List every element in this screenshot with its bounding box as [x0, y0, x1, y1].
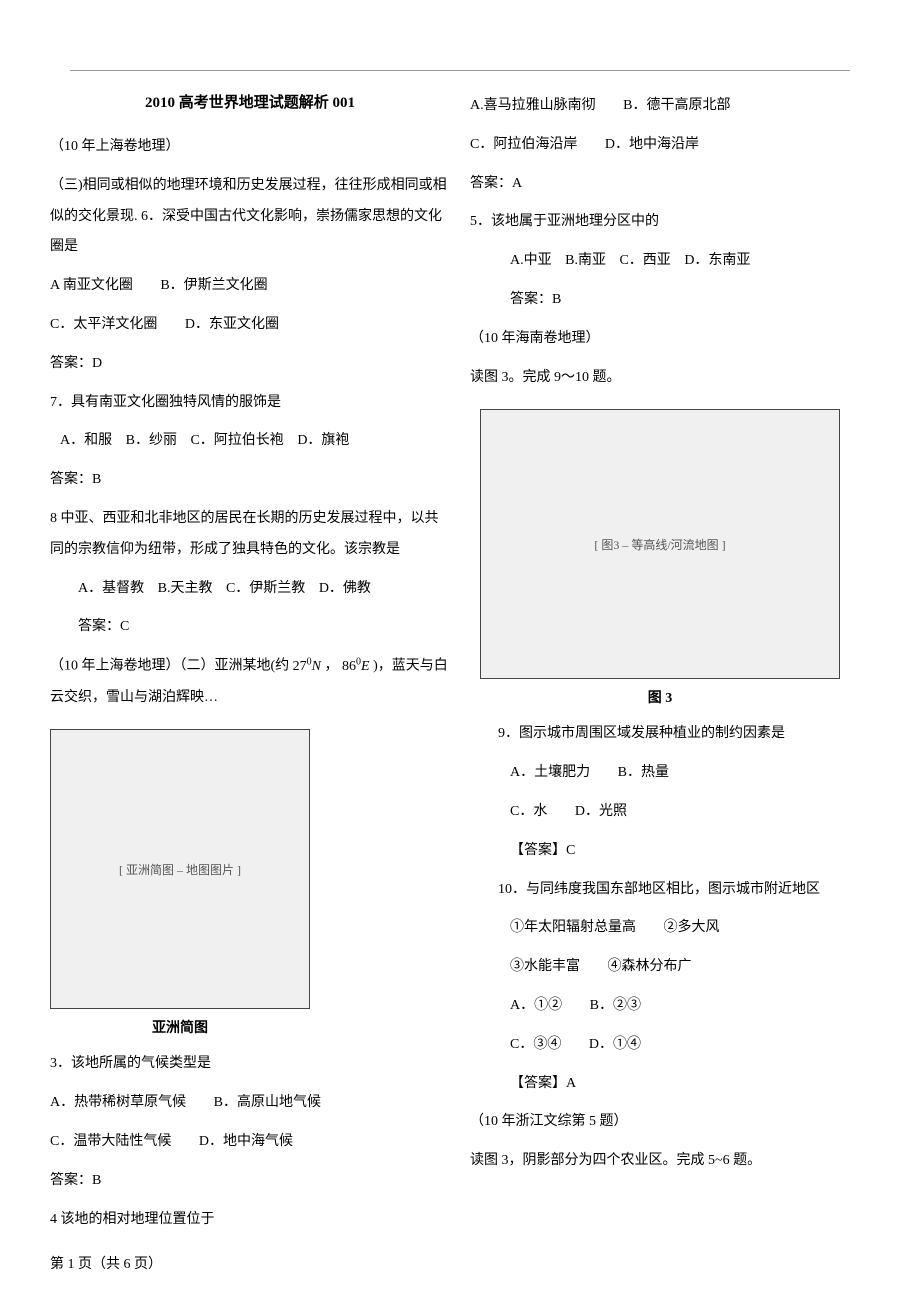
coord2-unit: E [361, 659, 370, 674]
source-1: （10 年上海卷地理） [50, 132, 450, 163]
right-column: A.喜马拉雅山脉南彻 B．德干高原北部 C．阿拉伯海沿岸 D．地中海沿岸 答案：… [470, 91, 870, 1243]
q10-opt-c: C．③④ [510, 1030, 561, 1061]
q4-opt-a: A.喜马拉雅山脉南彻 [470, 91, 596, 122]
q9-answer: 【答案】C [470, 836, 870, 867]
q7-stem: 7．具有南亚文化圈独特风情的服饰是 [50, 388, 450, 419]
q6-answer: 答案：D [50, 349, 450, 380]
source-2: （10 年上海卷地理）（二）亚洲某地(约 270N ， 860E )，蓝天与白云… [50, 651, 450, 713]
q7-opt-b: B．纱丽 [126, 426, 177, 457]
q3-opts-row1: A．热带稀树草原气候 B．高原山地气候 [50, 1088, 450, 1119]
q5-answer: 答案：B [470, 285, 870, 316]
coord2-val: 86 [342, 659, 356, 674]
q6-stem: （三)相同或相似的地理环境和历史发展过程，往往形成相同或相似的交化景现. 6．深… [50, 171, 450, 263]
q7-answer: 答案：B [50, 465, 450, 496]
q10-opt-b: B．②③ [590, 991, 641, 1022]
q10-sub-1: ①年太阳辐射总量高 [510, 913, 636, 944]
q5-opt-c: C．西亚 [619, 246, 670, 277]
q3-stem: 3．该地所属的气候类型是 [50, 1049, 450, 1080]
q9-opt-a: A．土壤肥力 [510, 758, 590, 789]
q3-opt-b: B．高原山地气候 [214, 1088, 321, 1119]
source-4: （10 年浙江文综第 5 题） [470, 1107, 870, 1138]
q6-opts-row1: A 南亚文化圈 B．伊斯兰文化圈 [50, 271, 450, 302]
coord-2: 860E [342, 659, 370, 674]
q10-opts-row2: C．③④ D．①④ [470, 1030, 870, 1061]
q7-opt-d: D．旗袍 [297, 426, 349, 457]
q4-opt-b: B．德干高原北部 [623, 91, 730, 122]
coord-1: 270N [293, 659, 321, 674]
q10-sub-row2: ③水能丰富 ④森林分布广 [470, 952, 870, 983]
q4-opts-row1: A.喜马拉雅山脉南彻 B．德干高原北部 [470, 91, 870, 122]
doc-title: 2010 高考世界地理试题解析 001 [50, 91, 450, 112]
left-column: 2010 高考世界地理试题解析 001 （10 年上海卷地理） （三)相同或相似… [50, 91, 450, 1243]
two-column-layout: 2010 高考世界地理试题解析 001 （10 年上海卷地理） （三)相同或相似… [50, 91, 870, 1243]
q7-opt-c: C．阿拉伯长袍 [190, 426, 283, 457]
read-fig3: 读图 3。完成 9～10 题。 [470, 363, 870, 394]
q5-stem: 5．该地属于亚洲地理分区中的 [470, 207, 870, 238]
q9-opt-b: B．热量 [618, 758, 669, 789]
q5-opt-a: A.中亚 [510, 246, 552, 277]
q3-opt-d: D．地中海气候 [199, 1127, 293, 1158]
q6-opt-b: B．伊斯兰文化圈 [160, 271, 267, 302]
q4-answer: 答案：A [470, 169, 870, 200]
q8-opts: A．基督教 B.天主教 C．伊斯兰教 D．佛教 [50, 574, 450, 605]
read-fig3-b: 读图 3，阴影部分为四个农业区。完成 5~6 题。 [470, 1146, 870, 1177]
coord1-val: 27 [293, 659, 307, 674]
q7-opts: A．和服 B．纱丽 C．阿拉伯长袍 D．旗袍 [50, 426, 450, 457]
q4-stem: 4 该地的相对地理位置位于 [50, 1205, 450, 1236]
q10-opt-d: D．①④ [589, 1030, 641, 1061]
figure-asia-map: [ 亚洲简图 – 地图图片 ] [50, 729, 310, 1009]
header-divider [70, 70, 850, 71]
q8-answer: 答案：C [50, 612, 450, 643]
q10-opts-row1: A．①② B．②③ [470, 991, 870, 1022]
q5-opt-b: B.南亚 [565, 246, 606, 277]
page-footer: 第 1 页（共 6 页） [50, 1253, 870, 1273]
q8-opt-a: A．基督教 [78, 574, 144, 605]
q10-sub-4: ④森林分布广 [608, 952, 692, 983]
q8-stem: 8 中亚、西亚和北非地区的居民在长期的历史发展过程中，以共同的宗教信仰为纽带，形… [50, 504, 450, 566]
q7-opt-a: A．和服 [60, 426, 112, 457]
q5-opt-d: D．东南亚 [684, 246, 750, 277]
q3-answer: 答案：B [50, 1166, 450, 1197]
source-3: （10 年海南卷地理） [470, 324, 870, 355]
q6-opt-c: C．太平洋文化圈 [50, 310, 157, 341]
q4-opt-d: D．地中海沿岸 [605, 130, 699, 161]
q4-opt-c: C．阿拉伯海沿岸 [470, 130, 577, 161]
q8-opt-d: D．佛教 [319, 574, 371, 605]
q5-opts: A.中亚 B.南亚 C．西亚 D．东南亚 [470, 246, 870, 277]
q10-sub-3: ③水能丰富 [510, 952, 580, 983]
q6-opt-d: D．东亚文化圈 [185, 310, 279, 341]
q10-answer: 【答案】A [470, 1069, 870, 1100]
q8-opt-b: B.天主教 [158, 574, 213, 605]
q6-opt-a: A 南亚文化圈 [50, 271, 133, 302]
q4-opts-row2: C．阿拉伯海沿岸 D．地中海沿岸 [470, 130, 870, 161]
coord1-unit: N [312, 659, 321, 674]
q10-stem: 10．与同纬度我国东部地区相比，图示城市附近地区 [470, 875, 870, 906]
q3-opt-c: C．温带大陆性气候 [50, 1127, 171, 1158]
q9-opt-c: C．水 [510, 797, 547, 828]
q9-opts-row2: C．水 D．光照 [470, 797, 870, 828]
q6-opts-row2: C．太平洋文化圈 D．东亚文化圈 [50, 310, 450, 341]
figure-asia-caption: 亚洲简图 [50, 1017, 310, 1037]
q10-opt-a: A．①② [510, 991, 562, 1022]
src2-pre: （10 年上海卷地理）（二）亚洲某地(约 [50, 659, 289, 674]
q10-sub-2: ②多大风 [664, 913, 720, 944]
q8-opt-c: C．伊斯兰教 [226, 574, 305, 605]
figure-3-map: [ 图3 – 等高线/河流地图 ] [480, 409, 840, 679]
q10-sub-row1: ①年太阳辐射总量高 ②多大风 [470, 913, 870, 944]
q9-stem: 9．图示城市周围区域发展种植业的制约因素是 [470, 719, 870, 750]
figure-3-caption: 图 3 [480, 687, 840, 707]
q9-opts-row1: A．土壤肥力 B．热量 [470, 758, 870, 789]
q3-opts-row2: C．温带大陆性气候 D．地中海气候 [50, 1127, 450, 1158]
q9-opt-d: D．光照 [575, 797, 627, 828]
q3-opt-a: A．热带稀树草原气候 [50, 1088, 186, 1119]
